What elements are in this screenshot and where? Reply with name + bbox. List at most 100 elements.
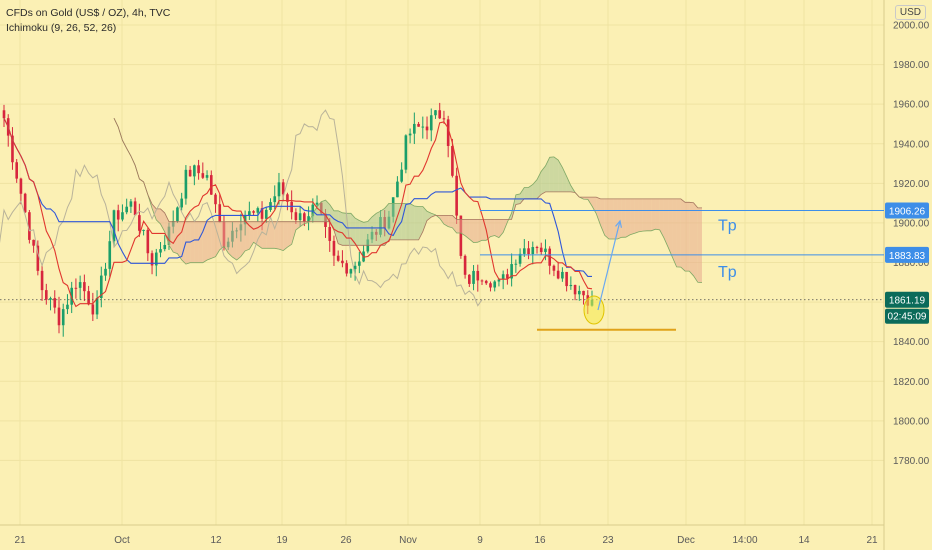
candle-body[interactable] (66, 304, 69, 310)
candle-body[interactable] (49, 298, 52, 300)
candle-body[interactable] (497, 279, 501, 282)
candle-body[interactable] (459, 215, 463, 256)
candle-body[interactable] (11, 135, 14, 163)
candle-body[interactable] (425, 126, 429, 131)
candle-body[interactable] (36, 245, 40, 271)
candle-body[interactable] (582, 290, 585, 296)
candle-body[interactable] (260, 208, 264, 219)
candle-body[interactable] (57, 307, 61, 326)
candle-body[interactable] (527, 248, 530, 255)
candle-body[interactable] (514, 263, 518, 265)
candle-body[interactable] (341, 260, 344, 264)
candle-body[interactable] (99, 275, 103, 299)
candle-body[interactable] (163, 244, 167, 250)
candle-body[interactable] (429, 115, 433, 131)
candle-body[interactable] (138, 215, 141, 231)
last-price-badge[interactable] (885, 291, 929, 308)
candle-body[interactable] (311, 204, 315, 217)
candle-body[interactable] (125, 206, 128, 213)
candle-body[interactable] (446, 119, 450, 146)
candle-body[interactable] (413, 123, 416, 134)
candle-body[interactable] (116, 210, 120, 220)
candle-body[interactable] (468, 274, 471, 284)
candle-body[interactable] (28, 212, 31, 240)
candle-body[interactable] (184, 169, 188, 199)
candle-body[interactable] (476, 270, 480, 281)
candle-body[interactable] (556, 270, 560, 279)
candle-body[interactable] (400, 169, 403, 182)
candle-body[interactable] (298, 213, 302, 221)
candle-body[interactable] (548, 248, 552, 266)
candle-body[interactable] (489, 283, 492, 288)
candle-body[interactable] (218, 204, 222, 223)
candle-body[interactable] (294, 212, 298, 221)
candle-body[interactable] (451, 145, 454, 176)
candle-body[interactable] (91, 304, 95, 315)
candle-body[interactable] (307, 216, 310, 222)
candle-body[interactable] (121, 212, 124, 220)
candle-body[interactable] (15, 162, 19, 179)
candle-body[interactable] (129, 201, 133, 207)
candle-body[interactable] (23, 193, 27, 213)
candle-body[interactable] (146, 229, 150, 254)
candle-body[interactable] (552, 265, 556, 271)
candle-body[interactable] (463, 255, 467, 275)
candle-body[interactable] (142, 229, 145, 231)
candle-body[interactable] (408, 133, 412, 136)
candle-body[interactable] (434, 110, 437, 116)
candle-body[interactable] (493, 281, 497, 288)
candle-body[interactable] (205, 175, 209, 178)
candle-body[interactable] (150, 253, 154, 266)
candle-body[interactable] (518, 253, 522, 264)
candle-body[interactable] (40, 270, 44, 291)
candle-body[interactable] (277, 182, 281, 197)
candle-body[interactable] (544, 248, 547, 252)
candle-body[interactable] (53, 298, 57, 308)
candle-body[interactable] (565, 271, 568, 287)
candle-body[interactable] (252, 211, 255, 213)
candle-body[interactable] (209, 175, 213, 195)
candle-body[interactable] (176, 207, 179, 222)
candle-body[interactable] (396, 181, 399, 198)
candle-body[interactable] (83, 282, 86, 292)
candle-body[interactable] (404, 135, 408, 170)
candle-body[interactable] (569, 284, 573, 287)
candle-body[interactable] (133, 201, 137, 216)
candle-body[interactable] (336, 255, 340, 261)
candle-body[interactable] (358, 261, 361, 266)
candle-body[interactable] (577, 290, 581, 295)
candle-body[interactable] (214, 194, 217, 205)
candle-body[interactable] (286, 194, 289, 202)
candle-body[interactable] (539, 247, 543, 252)
candle-body[interactable] (87, 291, 90, 305)
candle-body[interactable] (417, 123, 420, 127)
candle-body[interactable] (349, 269, 353, 274)
candle-body[interactable] (345, 263, 348, 274)
projection-arrow-line[interactable] (597, 220, 621, 311)
target-price-badge[interactable] (885, 202, 929, 219)
indicator-label[interactable]: Ichimoku (9, 26, 52, 26) (6, 22, 117, 34)
candle-body[interactable] (108, 241, 112, 269)
candle-body[interactable] (61, 309, 65, 326)
candle-body[interactable] (480, 280, 484, 282)
candle-body[interactable] (2, 110, 6, 119)
candle-body[interactable] (248, 211, 251, 216)
candle-body[interactable] (44, 290, 48, 300)
candle-body[interactable] (70, 287, 73, 305)
candle-body[interactable] (256, 208, 260, 213)
candle-body[interactable] (531, 247, 535, 255)
candle-body[interactable] (523, 248, 526, 254)
candle-body[interactable] (303, 213, 306, 222)
candle-body[interactable] (180, 198, 183, 208)
currency-badge[interactable]: USD (894, 5, 926, 20)
candle-body[interactable] (484, 280, 488, 284)
candle-body[interactable] (112, 210, 116, 242)
candle-body[interactable] (421, 126, 425, 128)
target-price-badge[interactable] (885, 246, 929, 263)
candle-body[interactable] (95, 298, 99, 315)
countdown-badge[interactable] (885, 308, 929, 324)
candle-body[interactable] (273, 196, 277, 203)
candle-body[interactable] (535, 247, 539, 249)
candle-body[interactable] (201, 173, 205, 178)
